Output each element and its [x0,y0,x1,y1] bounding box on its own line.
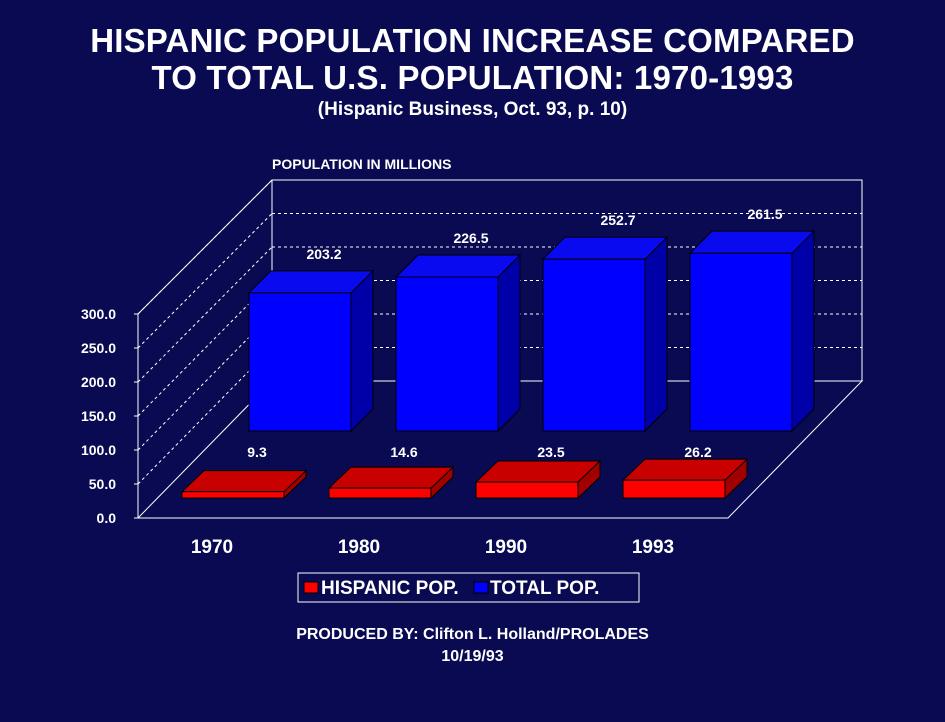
total-bar-1993-side [791,229,815,433]
total-bar-1990-side [644,235,668,433]
total-bar-1993-front [689,252,793,432]
produced-by: PRODUCED BY: Clifton L. Holland/PROLADES [296,626,649,643]
legend-label-total: TOTAL POP. [490,578,599,599]
total-value-label: 252.7 [600,212,635,228]
y-tick-label: 300.0 [81,306,116,322]
total-bar-1990-front [542,258,646,432]
hispanic-value-label: 14.6 [390,444,417,460]
y-tick-label: 200.0 [81,374,116,390]
hispanic-bar-1990-top [474,460,602,483]
hispanic-bar-1970-front [181,491,285,499]
gridline-left-wall [137,179,273,315]
title-line-2: TO TOTAL U.S. POPULATION: 1970-1993 [151,59,794,96]
total-bar-1970-side [350,269,374,433]
gridline-left-wall [137,213,273,349]
legend-label-hispanic: HISPANIC POP. [321,578,459,599]
axes: 0.0 50.0 100.0 150.0 200.0 250.0 300.0 POPULATI… [81,156,451,526]
hispanic-bar-1980-top [327,466,455,489]
hispanic-bar-1970 [180,469,308,500]
hispanic-bar-1990 [474,459,602,500]
labels: 203.2 9.3 1970 226.5 14.6 1980 252.7 23.5 1990 26… [191,206,783,558]
total-bar-1993-top [688,230,816,254]
hispanic-bar-1970-top [180,470,308,493]
hispanic-bar-1993-top [621,458,749,481]
total-value-label: 226.5 [453,230,488,246]
legend-box [297,572,640,603]
y-tick-label: 50.0 [89,476,116,492]
total-bar-1980-top [394,254,522,278]
hispanic-bar-1980 [327,465,455,500]
legend-swatch-total [473,581,489,594]
hispanic-bar-1993 [621,458,749,500]
produced-date: 10/19/93 [441,648,504,665]
chart-title: HISPANIC POPULATION INCREASE COMPARED TO… [0,22,945,122]
x-tick-label: 1980 [338,537,380,558]
y-axis-title: POPULATION IN MILLIONS [272,156,451,172]
total-bar-1980 [394,253,522,433]
total-bar-1970-top [247,270,375,294]
y-tick-label: 250.0 [81,340,116,356]
y-tick-label: 0.0 [97,510,117,526]
total-bar-1980-front [395,276,499,432]
hispanic-value-label: 9.3 [247,444,267,460]
gridline-left-wall [137,347,273,485]
hispanic-value-label: 23.5 [537,444,564,460]
x-tick-label: 1970 [191,537,233,558]
total-bar-1970-front [248,292,352,432]
total-bar-1993 [688,229,816,433]
total-bar-1980-side [497,253,521,433]
total-bar-1990 [541,235,669,433]
hispanic-value-label: 26.2 [684,444,711,460]
title-line-1: HISPANIC POPULATION INCREASE COMPARED [90,22,855,59]
gridline-left-wall [137,246,273,383]
y-tick-label: 150.0 [81,408,116,424]
hispanic-bar-1980-front [328,487,432,499]
x-tick-label: 1993 [632,537,674,558]
chart-subtitle: (Hispanic Business, Oct. 93, p. 10) [317,99,628,120]
legend-swatch-hispanic [303,581,319,594]
total-bar-1970 [247,269,375,433]
total-value-label: 203.2 [306,246,341,262]
hispanic-bar-1990-front [475,481,579,499]
bars [180,229,816,500]
total-value-label: 261.5 [747,206,782,222]
gridline-left-wall [137,313,273,451]
total-bar-1990-top [541,236,669,260]
x-tick-label: 1990 [485,537,527,558]
y-tick-label: 100.0 [81,442,116,458]
legend: HISPANIC POP. TOTAL POP. [297,572,640,603]
hispanic-bar-1993-front [622,479,726,499]
